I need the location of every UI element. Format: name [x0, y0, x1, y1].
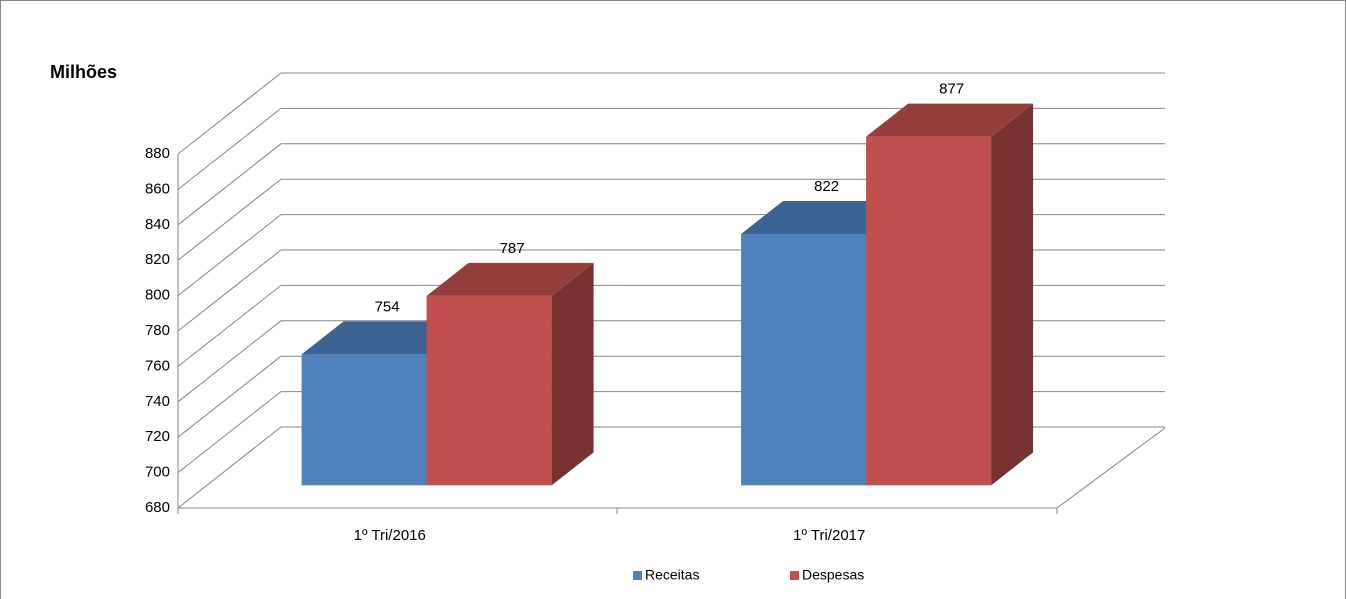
- floor-edge: [1056, 427, 1166, 509]
- grid-line: [177, 72, 1165, 155]
- x-tick-label: 1º Tri/2017: [793, 527, 865, 544]
- x-tick-label: 1º Tri/2016: [354, 527, 426, 544]
- bar-side: [551, 262, 594, 486]
- y-tick-label: 740: [145, 393, 170, 410]
- bar-front: [426, 295, 552, 486]
- bar-front: [301, 354, 427, 486]
- y-tick-label: 820: [145, 251, 170, 268]
- value-label: 877: [939, 81, 964, 98]
- bar-side: [991, 103, 1034, 486]
- y-tick-label: 760: [145, 357, 170, 374]
- legend-label: Receitas: [645, 567, 699, 583]
- bar-top: [426, 262, 594, 296]
- y-tick-label: 720: [145, 428, 170, 445]
- y-axis-label: Milhões: [50, 62, 117, 82]
- y-tick-label: 680: [145, 499, 170, 516]
- value-label: 754: [375, 298, 400, 315]
- y-tick-label: 840: [145, 216, 170, 233]
- y-tick-label: 860: [145, 180, 170, 197]
- legend-swatch: [633, 571, 642, 580]
- value-label: 787: [500, 240, 525, 257]
- bar: [866, 103, 1034, 486]
- grid-line: [177, 107, 1165, 190]
- legend-swatch: [790, 571, 799, 580]
- bar-front: [741, 233, 867, 486]
- bar-front: [866, 136, 992, 486]
- y-tick-label: 800: [145, 287, 170, 304]
- y-tick-label: 780: [145, 322, 170, 339]
- value-label: 822: [814, 178, 839, 195]
- legend-label: Despesas: [802, 567, 864, 583]
- y-tick-label: 700: [145, 464, 170, 481]
- bar-top: [866, 103, 1034, 137]
- bar: [426, 262, 594, 486]
- y-tick-label: 880: [145, 145, 170, 162]
